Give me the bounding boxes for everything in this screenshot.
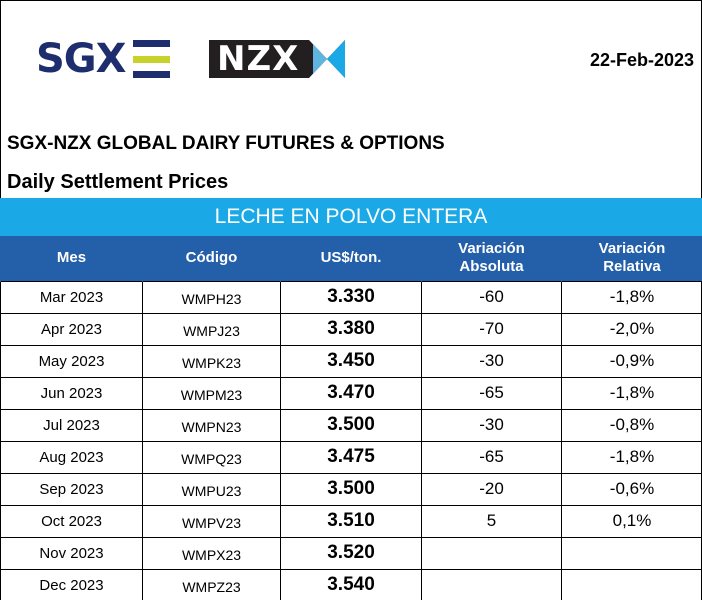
product-banner: LECHE EN POLVO ENTERA: [0, 198, 702, 236]
table-header-row: Mes Código US$/ton. Variación Absoluta V…: [0, 236, 702, 281]
header-var-rel-line1: Variación: [598, 240, 666, 258]
header-var-abs-line2: Absoluta: [459, 258, 524, 276]
table-row: Apr 2023 WMPJ23 3.380 -70 -2,0%: [0, 312, 702, 346]
table-row: Oct 2023 WMPV23 3.510 5 0,1%: [0, 504, 702, 538]
cell-mes: Aug 2023: [0, 440, 143, 474]
header-codigo: Código: [142, 236, 281, 281]
table-row: May 2023 WMPK23 3.450 -30 -0,9%: [0, 344, 702, 378]
sgx-bar-middle: [133, 55, 171, 63]
table-row: Nov 2023 WMPX23 3.520: [0, 536, 702, 570]
table-row: Jul 2023 WMPN23 3.500 -30 -0,8%: [0, 408, 702, 442]
cell-mes: Nov 2023: [0, 536, 143, 570]
cell-codigo: WMPM23: [142, 376, 281, 410]
cell-variacion-relativa: -1,8%: [561, 376, 702, 410]
cell-codigo: WMPN23: [142, 408, 281, 442]
cell-codigo: WMPJ23: [142, 312, 281, 346]
cell-mes: Jul 2023: [0, 408, 143, 442]
cell-codigo: WMPK23: [142, 344, 281, 378]
table-row: Mar 2023 WMPH23 3.330 -60 -1,8%: [0, 280, 702, 314]
table-row: Aug 2023 WMPQ23 3.475 -65 -1,8%: [0, 440, 702, 474]
cell-codigo: WMPQ23: [142, 440, 281, 474]
sgx-logo: SGX: [36, 36, 171, 82]
cell-variacion-absoluta: -60: [421, 280, 562, 314]
cell-precio: 3.470: [280, 376, 422, 410]
cell-variacion-absoluta: -30: [421, 344, 562, 378]
cell-precio: 3.330: [280, 280, 422, 314]
table-row: Sep 2023 WMPU23 3.500 -20 -0,6%: [0, 472, 702, 506]
cell-mes: Apr 2023: [0, 312, 143, 346]
cell-variacion-relativa: [561, 568, 702, 600]
cell-variacion-relativa: -0,9%: [561, 344, 702, 378]
cell-precio: 3.540: [280, 568, 422, 600]
sgx-bar-top: [133, 40, 171, 47]
header-variacion-absoluta: Variación Absoluta: [421, 236, 562, 281]
header-precio: US$/ton.: [280, 236, 422, 281]
sgx-logo-text: SGX: [36, 36, 126, 82]
cell-variacion-absoluta: [421, 536, 562, 570]
cell-variacion-absoluta: -20: [421, 472, 562, 506]
cell-mes: Oct 2023: [0, 504, 143, 538]
cell-codigo: WMPX23: [142, 536, 281, 570]
page-title: SGX-NZX GLOBAL DAIRY FUTURES & OPTIONS: [7, 133, 445, 154]
cell-precio: 3.380: [280, 312, 422, 346]
cell-variacion-absoluta: -70: [421, 312, 562, 346]
cell-precio: 3.450: [280, 344, 422, 378]
cell-precio: 3.520: [280, 536, 422, 570]
cell-variacion-relativa: -1,8%: [561, 440, 702, 474]
table-row: Jun 2023 WMPM23 3.470 -65 -1,8%: [0, 376, 702, 410]
nzx-logo: NZX: [209, 40, 345, 78]
cell-mes: Dec 2023: [0, 568, 143, 600]
cell-precio: 3.500: [280, 472, 422, 506]
cell-variacion-relativa: -0,8%: [561, 408, 702, 442]
cell-variacion-absoluta: -65: [421, 376, 562, 410]
cell-codigo: WMPH23: [142, 280, 281, 314]
cell-codigo: WMPV23: [142, 504, 281, 538]
nzx-chevron-icon: [309, 40, 345, 78]
cell-variacion-relativa: [561, 536, 702, 570]
cell-variacion-absoluta: -30: [421, 408, 562, 442]
sgx-bar-bottom: [133, 71, 171, 78]
cell-variacion-relativa: 0,1%: [561, 504, 702, 538]
cell-variacion-absoluta: [421, 568, 562, 600]
table-body: Mar 2023 WMPH23 3.330 -60 -1,8% Apr 2023 WMPJ2…: [0, 280, 702, 600]
cell-variacion-relativa: -2,0%: [561, 312, 702, 346]
cell-mes: May 2023: [0, 344, 143, 378]
header-var-rel-line2: Relativa: [603, 258, 661, 276]
cell-mes: Sep 2023: [0, 472, 143, 506]
cell-codigo: WMPZ23: [142, 568, 281, 600]
settlement-table: Mes Código US$/ton. Variación Absoluta V…: [0, 236, 702, 600]
cell-variacion-relativa: -1,8%: [561, 280, 702, 314]
cell-codigo: WMPU23: [142, 472, 281, 506]
cell-variacion-relativa: -0,6%: [561, 472, 702, 506]
header-variacion-relativa: Variación Relativa: [561, 236, 702, 281]
cell-variacion-absoluta: 5: [421, 504, 562, 538]
header-var-abs-line1: Variación: [458, 240, 525, 258]
page-subtitle: Daily Settlement Prices: [7, 171, 229, 193]
cell-precio: 3.510: [280, 504, 422, 538]
cell-precio: 3.475: [280, 440, 422, 474]
cell-variacion-absoluta: -65: [421, 440, 562, 474]
cell-mes: Jun 2023: [0, 376, 143, 410]
sgx-logo-bars-icon: [133, 40, 171, 78]
report-date: 22-Feb-2023: [589, 50, 694, 70]
cell-precio: 3.500: [280, 408, 422, 442]
cell-mes: Mar 2023: [0, 280, 143, 314]
nzx-logo-text: NZX: [217, 39, 300, 79]
table-row: Dec 2023 WMPZ23 3.540: [0, 568, 702, 600]
header-mes: Mes: [0, 236, 143, 281]
